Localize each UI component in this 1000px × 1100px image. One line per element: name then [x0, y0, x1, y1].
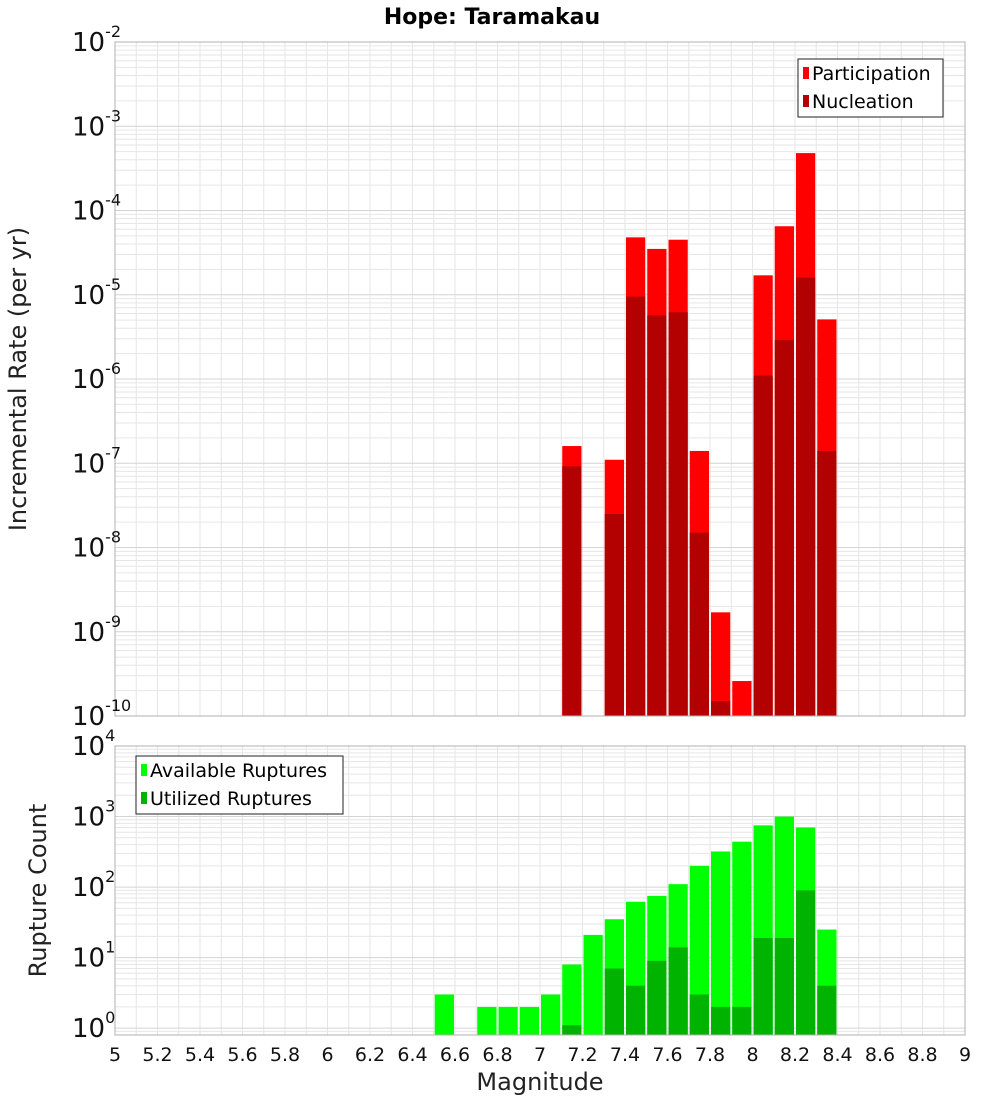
bottom-y-axis-label: Rupture Count [24, 804, 52, 978]
x-tick-label: 8.4 [822, 1044, 852, 1066]
x-tick-label: 8.8 [907, 1044, 937, 1066]
x-axis-label: Magnitude [476, 1068, 603, 1096]
bar-nucleation [668, 312, 688, 716]
bar-nucleation [774, 340, 794, 716]
bar-utilized-ruptures [817, 985, 837, 1035]
bar-utilized-ruptures [711, 1006, 731, 1035]
x-tick-label: 5.4 [185, 1044, 215, 1066]
bar-available-ruptures [562, 964, 582, 1035]
x-tick-label: 5 [109, 1044, 121, 1066]
bottom-legend: Available Ruptures Utilized Ruptures [135, 755, 344, 815]
legend-swatch [141, 764, 147, 776]
y-tick-label: 10-7 [72, 443, 121, 479]
bar-available-ruptures [498, 1006, 518, 1035]
top-y-axis-label: Incremental Rate (per yr) [4, 227, 32, 531]
top-plot-frame [114, 41, 966, 717]
legend-label: Available Ruptures [150, 760, 327, 782]
y-tick-label: 10-4 [72, 191, 121, 227]
bar-nucleation [562, 466, 582, 716]
y-tick-label: 10-8 [72, 528, 121, 564]
bottom-plot-frame [114, 745, 966, 1036]
x-tick-label: 7.2 [567, 1044, 597, 1066]
bar-nucleation [604, 513, 624, 716]
bar-participation [732, 681, 752, 716]
x-tick-label: 5.8 [270, 1044, 300, 1066]
bottom-panel: 100 101 102 103 104 Rupture Count Available … [24, 726, 966, 1044]
y-tick-label: 10-2 [72, 22, 121, 58]
x-tick-label: 5.6 [227, 1044, 257, 1066]
top-panel: 10-10 10-9 10-8 10-7 10-6 10-5 10-4 10-3 10-2 In… [4, 22, 966, 732]
bar-available-ruptures [541, 994, 561, 1035]
legend-label: Participation [812, 63, 931, 85]
bar-nucleation [817, 450, 837, 716]
bar-utilized-ruptures [753, 937, 773, 1035]
top-y-ticks: 10-10 10-9 10-8 10-7 10-6 10-5 10-4 10-3 10-2 [72, 22, 131, 732]
y-tick-label: 103 [72, 797, 115, 833]
bar-nucleation [711, 701, 731, 716]
y-tick-label: 10-5 [72, 275, 121, 311]
legend-swatch [803, 95, 809, 107]
bar-nucleation [626, 296, 646, 716]
legend-swatch [141, 792, 147, 804]
bar-available-ruptures [519, 1006, 539, 1035]
bottom-y-ticks: 100 101 102 103 104 [72, 726, 115, 1044]
bar-utilized-ruptures [668, 947, 688, 1035]
bar-utilized-ruptures [604, 968, 624, 1035]
x-tick-label: 6 [321, 1044, 333, 1066]
y-tick-label: 10-6 [72, 359, 121, 395]
x-tick-label: 8.6 [865, 1044, 895, 1066]
legend-swatch [803, 67, 809, 79]
bar-utilized-ruptures [732, 1006, 752, 1035]
legend-box [797, 58, 944, 118]
bar-utilized-ruptures [562, 1025, 582, 1035]
legend-label: Utilized Ruptures [150, 788, 312, 810]
bar-utilized-ruptures [626, 985, 646, 1035]
legend-box [135, 755, 344, 815]
bar-available-ruptures [689, 865, 709, 1035]
bar-available-ruptures [583, 934, 603, 1035]
x-tick-label: 7.6 [652, 1044, 682, 1066]
bar-available-ruptures [434, 994, 454, 1035]
chart-title: Hope: Taramakau [384, 5, 600, 30]
top-bars [562, 153, 837, 717]
bar-available-ruptures [732, 841, 752, 1035]
x-tick-label: 7 [534, 1044, 546, 1066]
y-tick-label: 100 [72, 1008, 115, 1044]
bar-utilized-ruptures [796, 890, 816, 1035]
bar-nucleation [753, 375, 773, 716]
y-tick-label: 10-3 [72, 106, 121, 142]
x-tick-label: 8 [746, 1044, 758, 1066]
x-tick-label: 7.4 [610, 1044, 640, 1066]
x-tick-label: 6.4 [397, 1044, 427, 1066]
y-tick-label: 104 [72, 726, 115, 762]
bar-nucleation [796, 277, 816, 716]
x-tick-label: 7.8 [695, 1044, 725, 1066]
x-tick-label: 9 [959, 1044, 971, 1066]
bar-utilized-ruptures [774, 937, 794, 1035]
y-tick-label: 10-10 [72, 696, 131, 732]
legend-label: Nucleation [812, 91, 914, 113]
bottom-bars [434, 816, 837, 1035]
x-tick-label: 5.2 [142, 1044, 172, 1066]
x-tick-label: 6.8 [482, 1044, 512, 1066]
x-tick-label: 6.6 [440, 1044, 470, 1066]
top-legend: Participation Nucleation [797, 58, 944, 118]
bar-nucleation [689, 532, 709, 716]
top-gridlines [114, 41, 966, 717]
bar-available-ruptures [711, 851, 731, 1035]
x-tick-label: 8.2 [780, 1044, 810, 1066]
bar-utilized-ruptures [689, 994, 709, 1035]
y-tick-label: 10-9 [72, 612, 121, 648]
x-ticks: 5 5.2 5.4 5.6 5.8 6 6.2 6.4 6.6 6.8 7 7.2 7.4 7.6 7.8 8… [109, 1044, 971, 1066]
y-tick-label: 101 [72, 938, 115, 974]
bar-nucleation [647, 315, 667, 716]
bar-utilized-ruptures [647, 960, 667, 1035]
bar-available-ruptures [477, 1006, 497, 1035]
y-tick-label: 102 [72, 867, 115, 903]
bar-participation [711, 612, 731, 716]
x-tick-label: 6.2 [355, 1044, 385, 1066]
